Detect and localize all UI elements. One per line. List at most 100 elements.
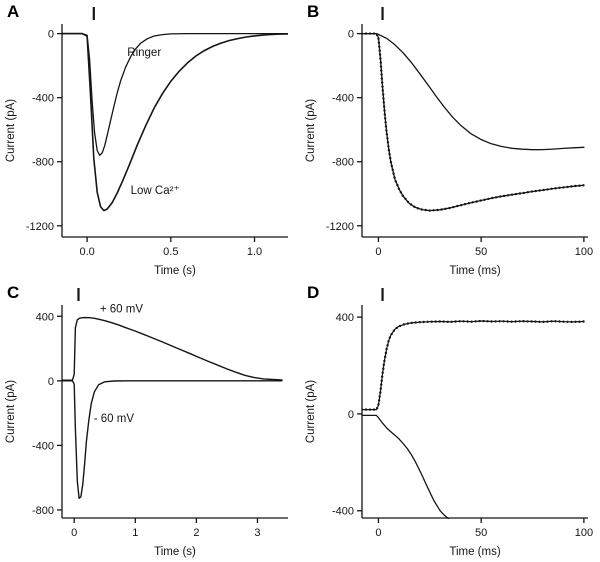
trace-dot	[558, 186, 561, 189]
trace-dot	[462, 320, 465, 323]
x-tick-label: 0	[375, 246, 381, 258]
y-axis-label: Current (pA)	[5, 380, 17, 443]
y-tick-label: 0	[48, 29, 54, 41]
x-tick-label: 0.0	[79, 246, 94, 258]
trace-dot	[578, 184, 581, 187]
trace-dot	[440, 208, 443, 211]
trace-dot	[550, 187, 553, 190]
trace-dot	[570, 185, 573, 188]
trace-dot	[389, 156, 392, 160]
trace-dot	[388, 336, 392, 339]
y-tick-label: -800	[32, 157, 54, 169]
trace-dot	[384, 117, 387, 120]
trace	[362, 32, 585, 212]
trace-dot	[491, 196, 494, 200]
trace-dot	[538, 189, 541, 192]
trace-dot	[458, 320, 461, 323]
trace-dot	[499, 195, 502, 198]
trace-dot	[381, 89, 384, 92]
trace-dot	[570, 320, 573, 324]
trace-dot	[506, 320, 509, 323]
y-tick-label: 0	[348, 409, 354, 421]
trace-dot	[534, 320, 537, 323]
trace-dot	[426, 320, 429, 323]
trace-dot	[383, 113, 386, 116]
trace-dot	[382, 105, 386, 108]
trace-dot	[382, 101, 385, 104]
traces	[62, 316, 283, 499]
trace-dot	[436, 208, 439, 212]
trace-dot	[463, 203, 467, 206]
trace-dot	[378, 49, 381, 52]
trace-dot	[380, 379, 383, 382]
trace-dot	[546, 320, 549, 323]
x-axis-label: Time (ms)	[449, 265, 500, 277]
trace-dot	[482, 319, 485, 323]
trace-dot	[398, 324, 402, 328]
trace-dot	[388, 153, 391, 156]
y-tick-label: -400	[32, 93, 54, 105]
trace-dot	[389, 160, 393, 164]
trace-dot	[487, 197, 490, 201]
traces	[362, 32, 585, 212]
trace-dot	[467, 202, 471, 205]
trace-dot	[378, 395, 381, 398]
trace-dot	[387, 340, 390, 343]
y-axis-label: Current (pA)	[305, 380, 317, 443]
trace	[62, 32, 288, 212]
panel-B-letter: B	[307, 2, 320, 21]
trace-dot	[392, 329, 396, 332]
trace-dot	[456, 204, 459, 208]
trace-dot	[574, 320, 577, 323]
trace-dot	[414, 321, 417, 324]
trace-dot	[478, 319, 481, 323]
trace-dot	[391, 168, 394, 171]
trace-dot	[385, 129, 388, 132]
panel-D: D 400 0 -400 0 50 100 Time (ms) Current (pA)	[300, 281, 600, 562]
trace-dot	[538, 320, 541, 323]
panel-D-letter: D	[307, 283, 320, 302]
y-tick-label: -400	[332, 93, 354, 105]
y-tick-label: -1200	[26, 221, 54, 233]
panel-C: C 400 0 -400 -800 0 1 2 3 Time (s) Current (pA) + …	[0, 281, 300, 562]
trace-dot	[390, 332, 393, 336]
trace-dot	[479, 199, 482, 202]
panel-D-svg: 400 0 -400 0 50 100 Time (ms) Current (pA)	[305, 288, 593, 558]
trace-dot	[518, 320, 521, 323]
trace-dot	[448, 206, 451, 210]
trace-dot	[394, 180, 397, 183]
trace-dot	[490, 320, 493, 323]
trace-dot	[510, 193, 514, 196]
trace-dot	[444, 207, 447, 210]
trace-dot	[383, 109, 386, 112]
trace-dot	[377, 37, 380, 40]
y-tick-label: -800	[332, 157, 354, 169]
trace-dot	[554, 320, 557, 323]
panel-C-svg: 400 0 -400 -800 0 1 2 3 Time (s) Current (pA) + 60…	[5, 288, 288, 558]
trace-dot	[514, 192, 518, 196]
trace-dot	[459, 204, 463, 207]
trace-dot	[401, 194, 404, 197]
trace-dot	[406, 200, 410, 204]
trace-dot	[404, 197, 407, 200]
trace-dot	[474, 320, 477, 323]
x-axis-label: Time (s)	[154, 546, 196, 558]
trace-annotation: Low Ca²⁺	[131, 185, 180, 197]
trace-dot	[428, 209, 431, 212]
y-tick-label: 0	[48, 376, 54, 388]
trace-dot	[566, 320, 569, 323]
trace-dot	[377, 399, 381, 402]
trace-dot	[385, 347, 388, 351]
trace-dot	[402, 323, 406, 326]
trace-dot	[383, 359, 386, 363]
trace-dot	[578, 320, 581, 323]
trace	[62, 380, 283, 499]
x-tick-label: 3	[254, 527, 260, 539]
trace-dot	[382, 97, 385, 100]
trace-dot	[387, 145, 390, 148]
trace-dot	[506, 194, 510, 197]
x-tick-label: 0	[375, 527, 381, 539]
panel-B: B 0 -400 -800 -1200 0 50 100 Time (ms) Current (…	[300, 0, 600, 281]
trace-dot	[418, 321, 421, 324]
trace-dot	[386, 344, 389, 347]
